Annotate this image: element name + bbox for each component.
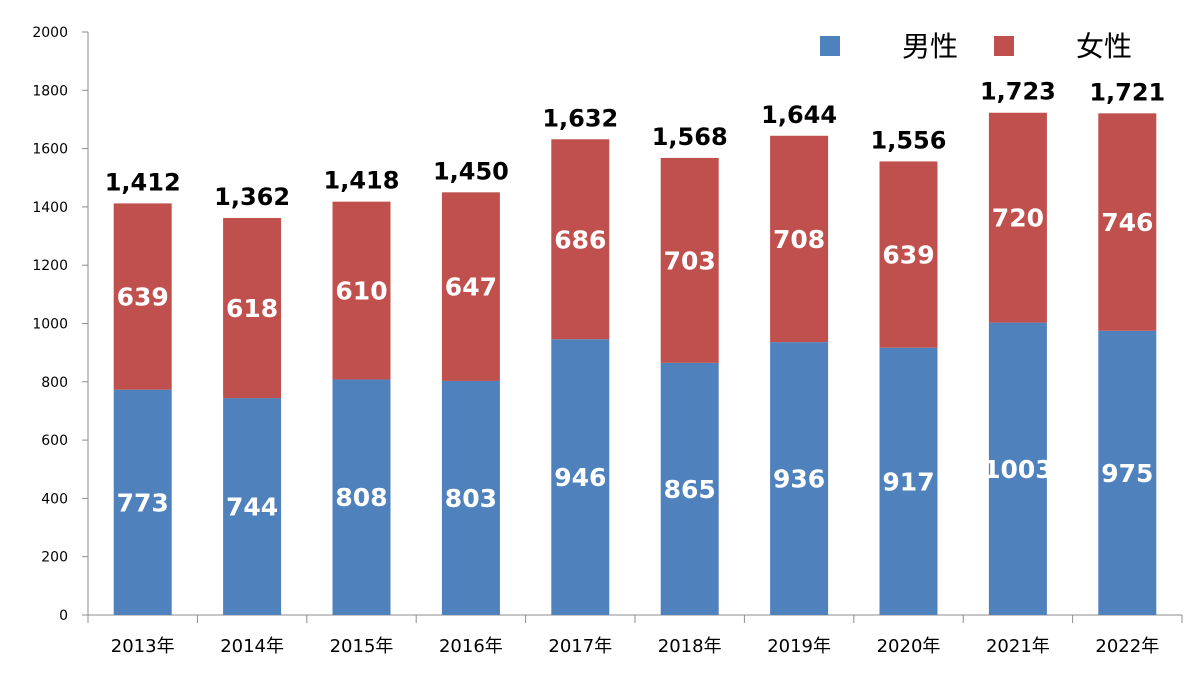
bar-segment-male [879,347,938,615]
data-label-female: 639 [882,241,934,270]
bars [113,112,1157,615]
data-label-total: 1,721 [1089,78,1165,106]
y-tick-label: 2000 [32,25,68,41]
data-labels: 773 639 1,412 744 618 1,362 808 610 1,418 803 647 1… [105,78,1166,522]
bar-segment-male [441,380,500,615]
data-label-male: 975 [1101,459,1153,488]
x-tick-label: 2020年 [877,636,941,657]
data-label-male: 917 [882,467,934,496]
x-tick-label: 2022年 [1095,636,1159,657]
data-label-male: 865 [664,475,716,504]
y-tick-label: 1800 [32,83,68,99]
bar-segment-male [988,322,1047,615]
bar-segment-female [441,192,500,381]
data-label-female: 610 [335,277,387,306]
bar-segment-female [988,112,1047,323]
y-tick-label: 1200 [32,258,68,274]
y-tick-label: 1000 [32,317,68,333]
bar-segment-male [223,398,282,615]
bar-segment-male [332,379,391,615]
data-label-male: 936 [773,465,825,494]
x-tick-label: 2015年 [330,636,394,657]
data-label-total: 1,644 [761,101,837,129]
y-tick-label: 1600 [32,142,68,158]
y-tick-label: 800 [41,375,68,391]
legend-label-male: 男性 [902,30,958,63]
data-label-total: 1,632 [542,104,618,132]
data-label-male: 803 [445,484,497,513]
data-label-female: 686 [554,225,606,254]
data-label-total: 1,362 [214,183,290,211]
data-label-male: 808 [335,483,387,512]
data-label-total: 1,412 [105,168,181,196]
x-tick-label: 2014年 [220,636,284,657]
bar-segment-female [551,139,610,340]
x-tick-label: 2017年 [548,636,612,657]
x-tick-label: 2018年 [658,636,722,657]
x-tick-label: 2013年 [111,636,175,657]
data-label-total: 1,556 [871,126,947,154]
bar-segment-female [332,201,391,380]
data-label-female: 720 [992,204,1044,233]
axes: 0 200 400 600 800 1000 1200 1400 1600 1800 2000 201… [32,25,1183,657]
bar-segment-female [879,161,938,348]
x-tick-label: 2016年 [439,636,503,657]
data-label-female: 708 [773,225,825,254]
bar-segment-male [551,339,610,615]
data-label-female: 647 [445,273,497,302]
y-tick-label: 1400 [32,200,68,216]
data-label-total: 1,450 [433,157,509,185]
bar-segment-male [113,389,172,615]
x-tick-label: 2021年 [986,636,1050,657]
data-label-male: 744 [226,493,278,522]
data-label-female: 746 [1101,208,1153,237]
y-tick-label: 0 [59,608,68,624]
legend: 男性 女性 [820,30,1132,63]
legend-swatch-male [820,36,840,56]
bar-segment-female [1098,113,1157,331]
bar-segment-female [660,157,719,363]
data-label-total: 1,418 [324,167,400,195]
data-label-total: 1,568 [652,123,728,151]
bar-segment-male [660,362,719,615]
y-tick-label: 200 [41,550,68,566]
data-label-female: 618 [226,294,278,323]
data-label-male: 946 [554,463,606,492]
x-tick-label: 2019年 [767,636,831,657]
data-label-female: 639 [117,283,169,312]
bar-segment-female [223,217,282,399]
legend-swatch-female [994,36,1014,56]
bar-segment-female [113,203,172,390]
legend-label-female: 女性 [1076,30,1132,63]
data-label-female: 703 [664,246,716,275]
bar-segment-male [770,342,829,615]
y-tick-label: 600 [41,433,68,449]
bar-segment-female [770,135,829,343]
data-label-total: 1,723 [980,78,1056,106]
y-tick-label: 400 [41,491,68,507]
data-label-male: 1003 [983,455,1053,484]
bar-segment-male [1098,330,1157,615]
data-label-male: 773 [117,488,169,517]
